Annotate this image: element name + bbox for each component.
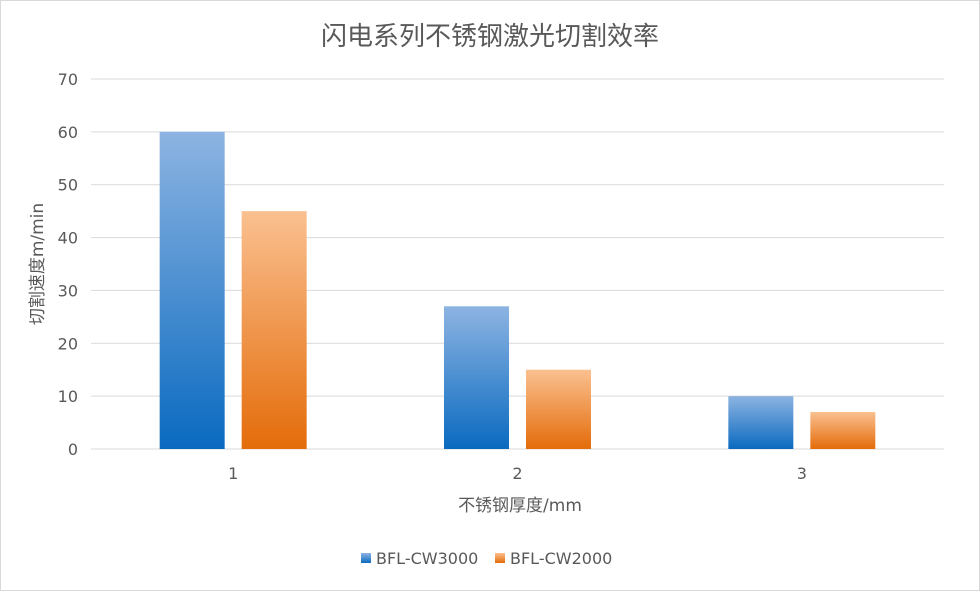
legend: BFL-CW3000 BFL-CW2000 <box>361 549 612 568</box>
y-tick-labels: 0 10 20 30 40 50 60 70 <box>58 70 78 459</box>
x-axis-title: 不锈钢厚度/mm <box>458 496 582 516</box>
legend-swatch <box>495 553 505 563</box>
bar-bfl-cw2000-2 <box>526 369 591 449</box>
x-tick-label: 2 <box>512 464 522 483</box>
bar-bfl-cw2000-1 <box>241 211 307 449</box>
gridlines <box>91 78 944 450</box>
bar-bfl-cw3000-2 <box>444 306 509 449</box>
y-tick-label: 60 <box>58 123 78 142</box>
bars <box>159 131 876 449</box>
x-tick-label: 3 <box>797 464 807 483</box>
y-axis-title: 切割速度m/min <box>28 203 48 325</box>
x-tick-labels: 1 2 3 <box>228 464 807 483</box>
y-tick-label: 30 <box>58 281 78 300</box>
y-tick-label: 10 <box>58 387 78 406</box>
y-tick-label: 70 <box>58 70 78 89</box>
x-tick-label: 1 <box>228 464 238 483</box>
bar-bfl-cw3000-1 <box>159 131 225 449</box>
bar-bfl-cw2000-3 <box>810 412 876 449</box>
legend-label: BFL-CW3000 <box>376 549 478 568</box>
y-tick-label: 0 <box>68 440 78 459</box>
legend-swatch <box>361 553 371 563</box>
y-tick-label: 40 <box>58 229 78 248</box>
y-tick-label: 50 <box>58 176 78 195</box>
chart-title: 闪电系列不锈钢激光切割效率 <box>320 22 659 52</box>
bar-bfl-cw3000-3 <box>728 396 794 449</box>
legend-label: BFL-CW2000 <box>510 549 612 568</box>
y-tick-label: 20 <box>58 334 78 353</box>
